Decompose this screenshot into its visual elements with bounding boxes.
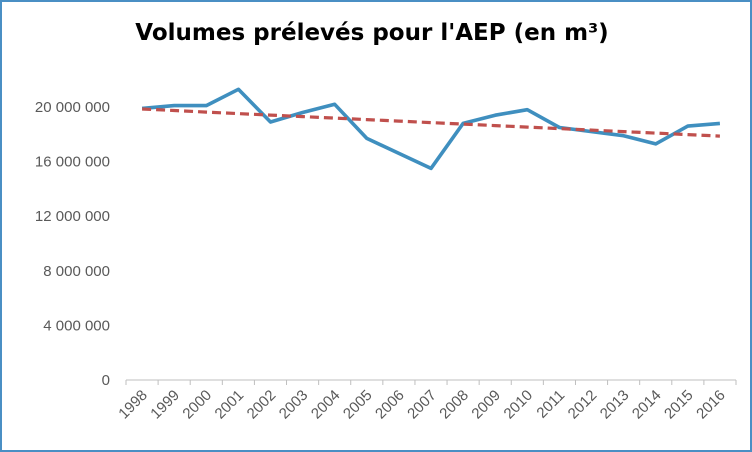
x-tick-label: 2006 [372, 387, 408, 423]
x-tick-label: 1999 [147, 387, 183, 423]
x-tick-label: 2002 [244, 387, 280, 423]
volume-series-line [141, 87, 721, 171]
x-tick-label: 2016 [693, 387, 729, 423]
chart-title: Volumes prélevés pour l'AEP (en m³) [135, 20, 609, 46]
x-tick-label: 2008 [436, 387, 472, 423]
y-tick-label: 8 000 000 [43, 263, 110, 280]
y-tick-label: 4 000 000 [43, 317, 110, 334]
x-tick-label: 2010 [501, 387, 537, 423]
x-tick-label: 2005 [340, 387, 376, 423]
x-tick-label: 2013 [597, 387, 633, 423]
x-tick-label: 2001 [212, 387, 248, 423]
x-tick-label: 2003 [276, 387, 312, 423]
y-tick-label: 0 [102, 372, 110, 389]
x-tick-label: 2007 [404, 387, 440, 423]
y-tick-label: 20 000 000 [35, 99, 110, 116]
x-tick-label: 1998 [115, 387, 151, 423]
x-tick-label: 2000 [179, 387, 215, 423]
x-tick-label: 2009 [468, 387, 504, 423]
trend-series-line [142, 107, 720, 138]
x-tick-label: 2011 [533, 387, 568, 422]
y-tick-label: 12 000 000 [35, 208, 110, 225]
y-tick-label: 16 000 000 [35, 154, 110, 171]
x-tick-label: 2014 [629, 387, 665, 423]
x-tick-label: 2004 [308, 387, 344, 423]
x-tick-label: 2015 [661, 387, 697, 423]
x-tick-label: 2012 [565, 387, 601, 423]
